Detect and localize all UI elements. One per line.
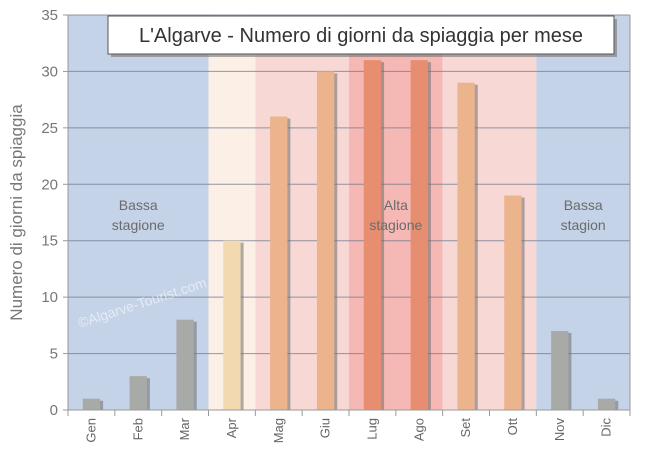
y-tick-label: 30 — [41, 63, 58, 80]
y-tick-labels: 0 5 10 15 20 25 30 35 — [41, 7, 58, 419]
x-tick-label: Dic — [599, 418, 614, 437]
bar-giu — [316, 71, 335, 410]
bar-ago — [410, 60, 428, 411]
bar-feb — [129, 376, 147, 410]
season-label-line: stagion — [561, 217, 606, 233]
season-label-line: Bassa — [564, 197, 603, 213]
bar-set — [457, 82, 475, 410]
bars — [82, 60, 619, 411]
chart-title-box: L'Algarve - Numero di giorni da spiaggia… — [107, 15, 617, 57]
season-label-line: stagione — [369, 217, 422, 233]
x-tick-label: Gen — [83, 418, 98, 443]
bar-dic — [597, 398, 616, 410]
x-tick-label: Nov — [552, 418, 567, 442]
bar-ott — [504, 195, 522, 410]
chart-title: L'Algarve - Numero di giorni da spiaggia… — [139, 25, 583, 47]
y-tick-label: 10 — [41, 289, 58, 306]
bar-nov — [551, 331, 569, 410]
season-label-line: Alta — [384, 197, 408, 213]
season-label-line: Bassa — [119, 197, 158, 213]
y-tick-label: 15 — [41, 233, 58, 250]
bar-mag — [270, 116, 288, 411]
y-tick-label: 20 — [41, 176, 58, 193]
x-tick-label: Ago — [411, 418, 426, 441]
y-tick-label: 35 — [41, 7, 58, 24]
y-tick-label: 0 — [50, 402, 58, 419]
x-tick-label: Feb — [130, 418, 145, 440]
bar-mar — [176, 319, 194, 410]
bar-gen — [82, 398, 101, 410]
x-tick-label: Ott — [505, 418, 520, 436]
season-labels: Bassa stagione Alta stagione Bassa stagion — [112, 197, 606, 233]
x-tick-label: Giu — [318, 418, 333, 438]
bar-apr — [223, 240, 241, 410]
y-axis-label: Numero di giorni da spiaggia — [7, 104, 26, 321]
axes — [63, 14, 631, 416]
x-tick-label: Lug — [364, 418, 379, 440]
bar-lug — [363, 60, 382, 411]
season-label-line: stagione — [112, 217, 165, 233]
gridlines — [68, 14, 630, 355]
x-tick-labels: Gen Feb Mar Apr Mag Giu Lug Ago Set Ott Nov Dic — [83, 417, 613, 443]
x-tick-label: Mar — [177, 417, 192, 440]
x-tick-label: Mag — [271, 418, 286, 443]
y-tick-label: 25 — [41, 120, 58, 137]
x-tick-label: Set — [458, 418, 473, 438]
x-tick-label: Apr — [224, 417, 239, 438]
title-box-background — [107, 15, 615, 55]
y-tick-label: 5 — [50, 346, 58, 363]
